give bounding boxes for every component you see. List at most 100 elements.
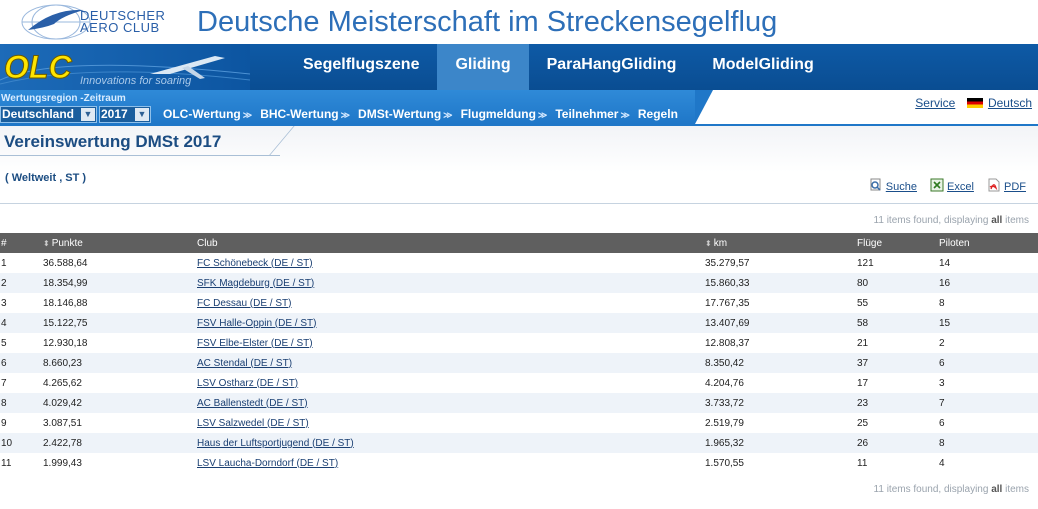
- piloten: 4: [939, 457, 945, 469]
- club-cell: FC Schönebeck (DE / ST): [196, 253, 704, 273]
- club-link[interactable]: FSV Elbe-Elster (DE / ST): [197, 337, 313, 349]
- piloten: 3: [939, 377, 945, 389]
- menu-olc-wertung[interactable]: OLC-Wertung ≫: [163, 107, 252, 121]
- sort-icon: ⬍: [43, 238, 50, 248]
- rank: 3: [1, 297, 7, 309]
- punkte: 1.999,43: [43, 457, 82, 469]
- page-subtitle: ( Weltweit , ST ): [5, 172, 87, 184]
- club-link[interactable]: Haus der Luftsportjugend (DE / ST): [197, 437, 354, 449]
- club-link[interactable]: AC Ballenstedt (DE / ST): [197, 397, 308, 409]
- year-select[interactable]: 2017 ▼: [99, 106, 151, 123]
- club-link[interactable]: FC Schönebeck (DE / ST): [197, 257, 313, 269]
- col-punkte[interactable]: ⬍ Punkte: [42, 233, 196, 253]
- fluege: 37: [856, 353, 938, 373]
- tab-modelgliding[interactable]: ModelGliding: [712, 56, 814, 73]
- club-ranking-table: # ⬍ Punkte Club ⬍ km Flüge Piloten 1 36.588…: [0, 233, 1038, 473]
- table-row: 5 12.930,18 FSV Elbe-Elster (DE / ST) 12.80…: [0, 333, 1038, 353]
- table-row: 6 8.660,23 AC Stendal (DE / ST) 8.350,42 37 6: [0, 353, 1038, 373]
- rank: 6: [0, 353, 42, 373]
- col-club: Club: [196, 233, 704, 253]
- menu-flugmeldung[interactable]: Flugmeldung ≫: [461, 107, 548, 121]
- olc-logo[interactable]: OLC Innovations for soaring: [0, 44, 250, 90]
- piloten: 7: [938, 393, 1038, 413]
- german-flag-icon: [966, 98, 983, 108]
- fluege: 23: [856, 393, 938, 413]
- club-link[interactable]: SFK Magdeburg (DE / ST): [197, 277, 315, 289]
- service-link[interactable]: Service: [915, 96, 956, 110]
- dac-eagle-logo[interactable]: [14, 2, 174, 42]
- club-cell: LSV Laucha-Dorndorf (DE / ST): [196, 453, 704, 473]
- sub-menus: OLC-Wertung ≫ BHC-Wertung ≫ DMSt-Wertung ≫ …: [163, 107, 686, 121]
- sub-navigation: Wertungsregion -Zeitraum Deutschland ▼ 2…: [0, 90, 1038, 126]
- site-header: DEUTSCHER AERO CLUB Deutsche Meisterscha…: [0, 0, 1038, 44]
- nav-tabs: Segelflugszene Gliding ParaHangGliding M…: [285, 44, 832, 90]
- club-link[interactable]: AC Stendal (DE / ST): [197, 357, 293, 369]
- fluege: 25: [857, 417, 869, 429]
- fluege: 17: [857, 377, 869, 389]
- col-label: Punkte: [51, 237, 83, 249]
- piloten: 6: [939, 417, 945, 429]
- double-chevron-icon: ≫: [242, 110, 253, 120]
- club-link[interactable]: FSV Halle-Oppin (DE / ST): [197, 317, 317, 329]
- col-piloten: Piloten: [938, 233, 1038, 253]
- punkte: 2.422,78: [42, 433, 196, 453]
- tab-gliding[interactable]: Gliding: [437, 44, 529, 90]
- club-cell: Haus der Luftsportjugend (DE / ST): [196, 433, 704, 453]
- excel-icon: [930, 178, 944, 192]
- language-link[interactable]: Deutsch: [987, 96, 1032, 110]
- table-row: 8 4.029,42 AC Ballenstedt (DE / ST) 3.733,7…: [0, 393, 1038, 413]
- menu-label: DMSt-Wertung: [358, 107, 442, 121]
- club-link[interactable]: LSV Salzwedel (DE / ST): [197, 417, 309, 429]
- table-row: 1 36.588,64 FC Schönebeck (DE / ST) 35.279,…: [0, 253, 1038, 273]
- punkte: 18.354,99: [42, 273, 196, 293]
- fluege: 121: [857, 257, 874, 269]
- menu-regeln[interactable]: Regeln: [637, 107, 678, 121]
- club-link[interactable]: FC Dessau (DE / ST): [197, 297, 292, 309]
- punkte: 18.146,88: [43, 297, 88, 309]
- region-select[interactable]: Deutschland ▼: [0, 106, 97, 123]
- dac-wordmark: DEUTSCHER AERO CLUB: [80, 9, 165, 34]
- excel-link[interactable]: Excel: [947, 181, 974, 193]
- club-cell: AC Ballenstedt (DE / ST): [196, 393, 704, 413]
- club-link[interactable]: LSV Ostharz (DE / ST): [197, 377, 299, 389]
- items-found-prefix: 11 items found, displaying: [873, 484, 992, 495]
- rank: 7: [1, 377, 7, 389]
- pdf-icon: [988, 178, 1000, 192]
- region-label: Wertungsregion -Zeitraum: [1, 93, 126, 104]
- km: 15.860,33: [704, 273, 856, 293]
- menu-label: BHC-Wertung: [260, 107, 339, 121]
- main-content: Vereinswertung DMSt 2017 ( Weltweit , ST…: [0, 126, 1038, 509]
- rank: 1: [1, 257, 7, 269]
- menu-bhc-wertung[interactable]: BHC-Wertung ≫: [260, 107, 350, 121]
- table-row: 10 2.422,78 Haus der Luftsportjugend (DE /…: [0, 433, 1038, 453]
- punkte: 4.029,42: [42, 393, 196, 413]
- fluege: 80: [856, 273, 938, 293]
- club-cell: FSV Halle-Oppin (DE / ST): [196, 313, 704, 333]
- km: 12.808,37: [705, 337, 750, 349]
- club-cell: AC Stendal (DE / ST): [196, 353, 704, 373]
- double-chevron-icon: ≫: [340, 110, 351, 120]
- rank: 10: [0, 433, 42, 453]
- olc-tagline: Innovations for soaring: [80, 75, 192, 87]
- region-select-value: Deutschland: [2, 107, 75, 121]
- km: 13.407,69: [704, 313, 856, 333]
- tab-segelflugszene[interactable]: Segelflugszene: [303, 56, 420, 73]
- menu-dmst-wertung[interactable]: DMSt-Wertung ≫: [358, 107, 453, 121]
- search-link[interactable]: Suche: [885, 181, 917, 193]
- search-icon: [870, 178, 881, 191]
- rank: 11: [1, 457, 12, 469]
- club-link[interactable]: LSV Laucha-Dorndorf (DE / ST): [197, 457, 339, 469]
- punkte: 36.588,64: [43, 257, 88, 269]
- tab-parahanggliding[interactable]: ParaHangGliding: [546, 56, 677, 73]
- club-cell: FSV Elbe-Elster (DE / ST): [196, 333, 704, 353]
- rank: 4: [0, 313, 42, 333]
- km: 2.519,79: [705, 417, 744, 429]
- col-km[interactable]: ⬍ km: [704, 233, 856, 253]
- year-select-value: 2017: [101, 107, 128, 121]
- km: 8.350,42: [704, 353, 856, 373]
- items-found-suffix: items: [1002, 215, 1029, 226]
- items-found-top: 11 items found, displaying all items: [874, 215, 1029, 226]
- km: 3.733,72: [704, 393, 856, 413]
- pdf-link[interactable]: PDF: [1004, 181, 1026, 193]
- menu-teilnehmer[interactable]: Teilnehmer ≫: [555, 107, 630, 121]
